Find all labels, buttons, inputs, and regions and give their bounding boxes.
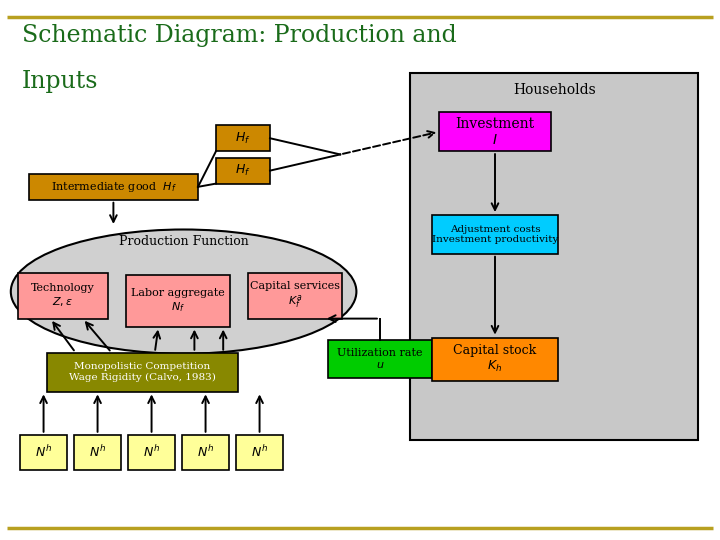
Text: Adjustment costs
Investment productivity: Adjustment costs Investment productivity — [432, 225, 558, 244]
FancyBboxPatch shape — [410, 73, 698, 440]
Text: Schematic Diagram: Production and: Schematic Diagram: Production and — [22, 24, 456, 48]
Ellipse shape — [11, 230, 356, 354]
FancyBboxPatch shape — [126, 275, 230, 327]
Text: $H_f$: $H_f$ — [235, 131, 251, 146]
Text: Investment
$I$: Investment $I$ — [456, 117, 534, 147]
FancyBboxPatch shape — [29, 174, 198, 200]
Text: $N^h$: $N^h$ — [35, 444, 52, 460]
FancyBboxPatch shape — [47, 353, 238, 392]
Text: Monopolistic Competition
Wage Rigidity (Calvo, 1983): Monopolistic Competition Wage Rigidity (… — [69, 362, 215, 382]
FancyBboxPatch shape — [432, 338, 558, 381]
Text: Utilization rate
$u$: Utilization rate $u$ — [337, 348, 423, 370]
FancyBboxPatch shape — [236, 435, 283, 470]
FancyBboxPatch shape — [248, 273, 342, 319]
Text: Intermediate good  $H_f$: Intermediate good $H_f$ — [50, 180, 176, 194]
Text: Production Function: Production Function — [119, 235, 248, 248]
FancyBboxPatch shape — [439, 112, 551, 151]
FancyBboxPatch shape — [432, 215, 558, 254]
FancyBboxPatch shape — [18, 273, 108, 319]
Text: $H_f$: $H_f$ — [235, 163, 251, 178]
Text: Households: Households — [513, 83, 595, 97]
Text: $N^h$: $N^h$ — [143, 444, 160, 460]
FancyBboxPatch shape — [20, 435, 67, 470]
FancyBboxPatch shape — [328, 340, 432, 378]
FancyBboxPatch shape — [182, 435, 229, 470]
Text: Technology
$Z, \varepsilon$: Technology $Z, \varepsilon$ — [31, 283, 95, 308]
Text: $N^h$: $N^h$ — [89, 444, 106, 460]
Text: Inputs: Inputs — [22, 70, 98, 93]
Text: $N^h$: $N^h$ — [197, 444, 214, 460]
FancyBboxPatch shape — [128, 435, 175, 470]
Text: Capital services
$K^a_f$: Capital services $K^a_f$ — [251, 281, 340, 310]
FancyBboxPatch shape — [74, 435, 121, 470]
Text: Labor aggregate
$N_f$: Labor aggregate $N_f$ — [131, 288, 225, 314]
Text: $N^h$: $N^h$ — [251, 444, 268, 460]
FancyBboxPatch shape — [216, 125, 270, 151]
FancyBboxPatch shape — [216, 158, 270, 184]
Text: Capital stock
$K_h$: Capital stock $K_h$ — [454, 344, 536, 374]
